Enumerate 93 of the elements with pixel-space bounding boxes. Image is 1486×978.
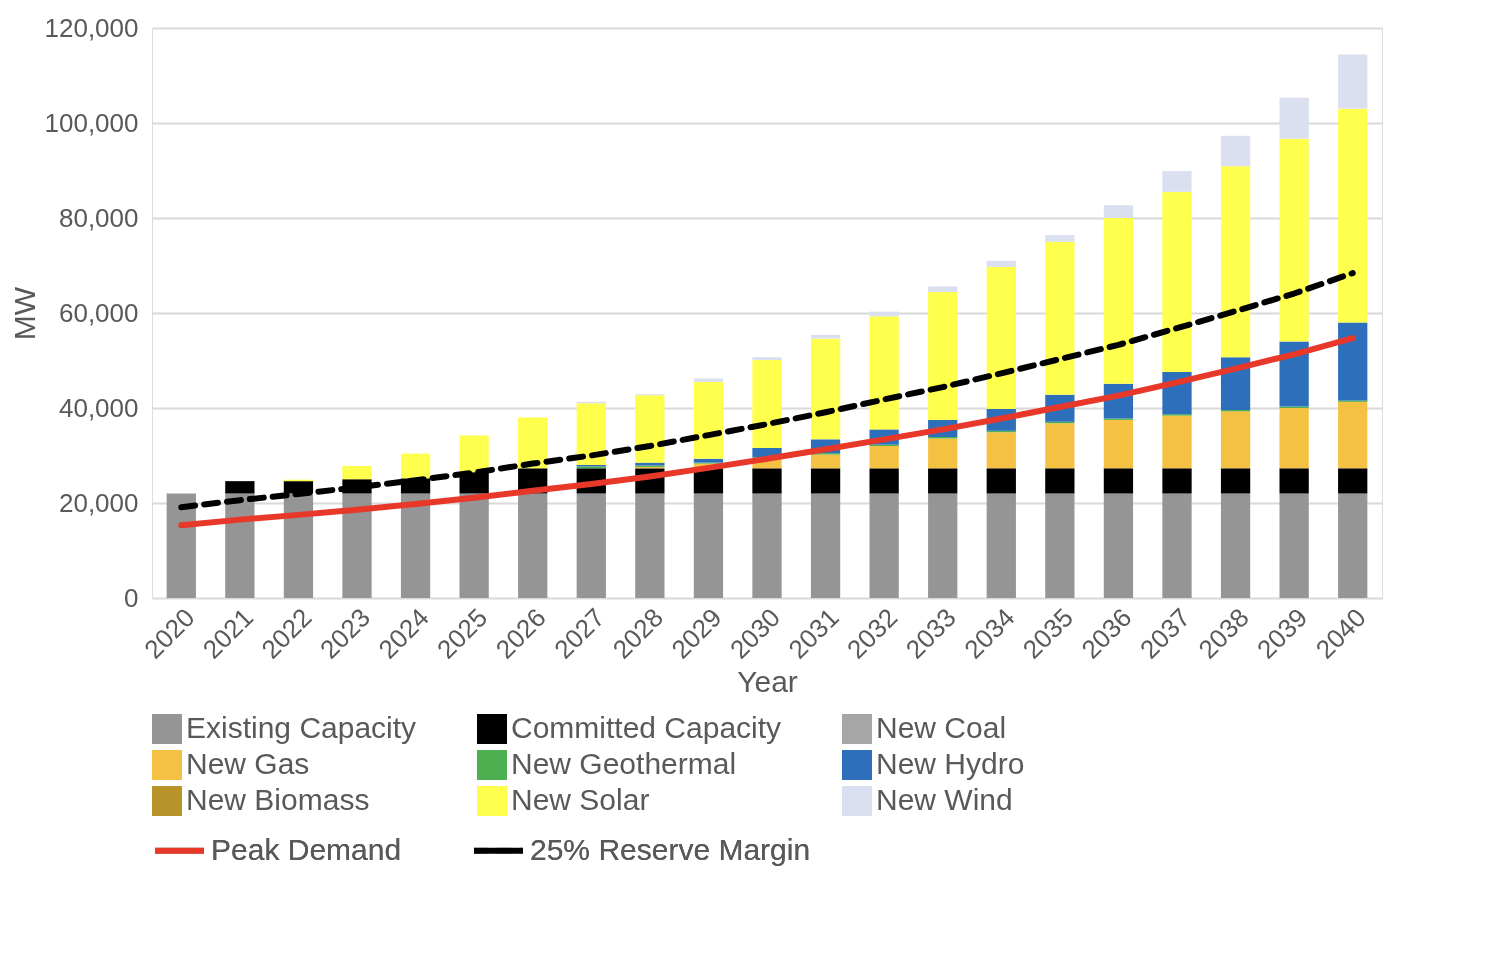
bar <box>693 378 724 382</box>
bar <box>1045 468 1075 494</box>
bar <box>693 458 724 463</box>
y-tick-label: 40,000 <box>58 392 139 423</box>
legend-label: 25% Reserve Margin <box>530 832 811 866</box>
bar <box>1279 408 1309 469</box>
bar <box>342 465 372 480</box>
bar <box>225 481 255 494</box>
legend-label: New Hydro <box>876 747 1025 780</box>
y-tick-label: 20,000 <box>58 487 139 518</box>
legend-label: Peak Demand <box>211 832 402 866</box>
bar <box>1220 411 1251 469</box>
bar <box>166 493 196 598</box>
bar <box>1103 218 1134 384</box>
legend-label: New Solar <box>511 783 650 816</box>
bar <box>1045 241 1075 395</box>
bar <box>1279 138 1309 342</box>
bar <box>1220 468 1251 494</box>
bar <box>1162 493 1192 598</box>
bar <box>986 260 1016 267</box>
bar <box>518 493 548 598</box>
bar <box>810 493 841 598</box>
bar <box>1045 235 1075 242</box>
bar <box>1220 166 1251 358</box>
bar <box>752 468 782 494</box>
y-tick-label: 100,000 <box>44 107 139 138</box>
legend-label: New Biomass <box>186 783 370 816</box>
bar <box>576 493 606 598</box>
bar <box>869 316 899 430</box>
bar <box>986 432 1016 469</box>
bar <box>1338 54 1368 109</box>
bar <box>1220 135 1251 167</box>
bar <box>810 454 841 469</box>
y-tick-label: 80,000 <box>58 202 139 233</box>
bar <box>1338 322 1368 401</box>
bar <box>928 468 958 494</box>
bar <box>1279 493 1309 598</box>
bar <box>1162 170 1192 192</box>
bar <box>928 286 958 293</box>
bar <box>400 453 431 479</box>
y-axis-title: MW <box>7 286 41 341</box>
bar <box>1279 97 1309 139</box>
bar <box>1279 468 1309 494</box>
bar <box>1338 401 1368 469</box>
bar <box>810 338 841 440</box>
bar <box>928 292 958 420</box>
bar <box>986 468 1016 494</box>
bar <box>752 360 782 448</box>
bar <box>1103 205 1134 218</box>
bar <box>1162 468 1192 494</box>
bar <box>1045 493 1075 598</box>
legend-label: Existing Capacity <box>186 711 417 744</box>
bar <box>1103 468 1134 494</box>
y-tick-label: 120,000 <box>44 12 139 43</box>
bar <box>810 468 841 494</box>
bar <box>1220 493 1251 598</box>
bar <box>283 493 314 598</box>
bar <box>400 493 431 598</box>
legend-label: Committed Capacity <box>511 711 782 744</box>
bar <box>693 381 724 459</box>
bar <box>869 468 899 494</box>
bar <box>635 395 665 463</box>
bar <box>1338 108 1368 323</box>
bar <box>1045 423 1075 469</box>
bar <box>576 403 606 465</box>
legend-label: New Gas <box>186 747 310 780</box>
bar <box>1338 493 1368 598</box>
bar <box>459 435 489 473</box>
bar <box>1279 341 1309 407</box>
x-axis-title: Year <box>737 664 798 698</box>
bar <box>810 334 841 339</box>
bar <box>1103 419 1134 469</box>
bar <box>635 493 665 598</box>
bar <box>693 493 724 598</box>
bar <box>986 493 1016 598</box>
bar <box>1103 493 1134 598</box>
bar <box>928 493 958 598</box>
bar <box>752 493 782 598</box>
legend-label: New Wind <box>876 783 1013 816</box>
bar <box>1338 468 1368 494</box>
y-tick-label: 0 <box>124 582 139 613</box>
bar <box>459 493 489 598</box>
legend-label: New Coal <box>876 711 1007 744</box>
y-tick-label: 60,000 <box>58 297 139 328</box>
bar <box>1162 191 1192 372</box>
bar <box>986 266 1016 409</box>
legend-label: New Geothermal <box>511 747 737 780</box>
bar <box>342 493 372 598</box>
bar <box>752 357 782 361</box>
bar <box>869 446 899 469</box>
bar <box>869 493 899 598</box>
bar <box>928 438 958 469</box>
bar <box>1162 415 1192 469</box>
